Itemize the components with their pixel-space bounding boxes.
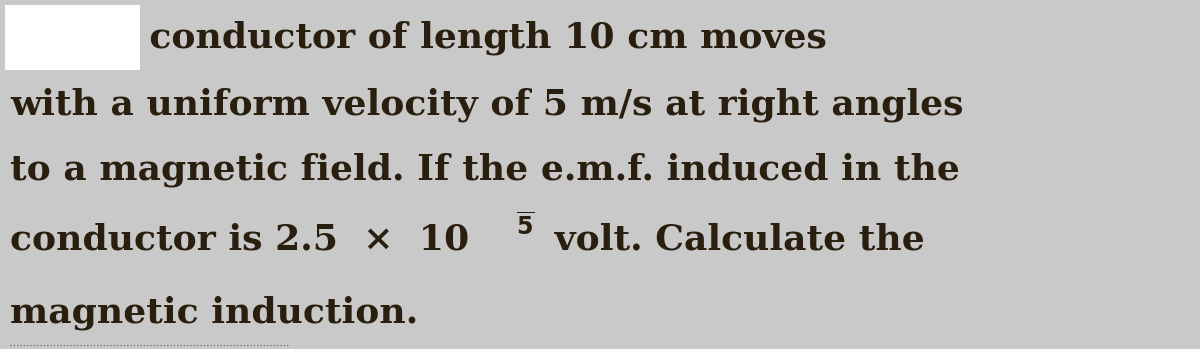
Text: magnetic induction.: magnetic induction.	[10, 296, 419, 330]
Bar	[5, 5, 140, 70]
Text: $\mathbf{\overline{5}}$: $\mathbf{\overline{5}}$	[516, 213, 534, 240]
Text: with a uniform velocity of 5 m/s at right angles: with a uniform velocity of 5 m/s at righ…	[10, 88, 964, 122]
Text: The conductor of length 10 cm moves: The conductor of length 10 cm moves	[10, 21, 827, 55]
Text: to a magnetic field. If the e.m.f. induced in the: to a magnetic field. If the e.m.f. induc…	[10, 153, 960, 187]
Text: conductor is 2.5  ×  10: conductor is 2.5 × 10	[10, 223, 469, 257]
Text: volt. Calculate the: volt. Calculate the	[542, 223, 925, 257]
